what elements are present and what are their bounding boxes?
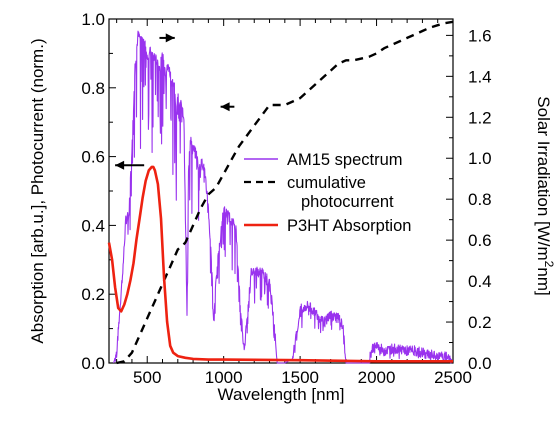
annotation-arrow-head	[165, 33, 175, 43]
annotation-arrow-head	[115, 160, 125, 170]
y-right-tick-label: 1.2	[468, 108, 492, 127]
x-tick-label: 500	[133, 368, 161, 387]
y-axis-right-title-superscript: 2	[542, 261, 556, 268]
y-right-tick-label: 0.8	[468, 190, 492, 209]
x-axis-title: Wavelength [nm]	[218, 385, 345, 404]
y-right-tick-label: 0.4	[468, 272, 492, 291]
y-left-tick-label: 0.0	[81, 354, 105, 373]
x-tick-label: 2000	[358, 368, 396, 387]
y-right-tick-label: 1.6	[468, 26, 492, 45]
series-line-2	[107, 165, 453, 363]
legend-label-cumulative: cumulative photocurrent	[287, 174, 394, 211]
y-right-tick-label: 0.6	[468, 231, 492, 250]
y-left-tick-label: 0.8	[81, 79, 105, 98]
series-layer	[107, 20, 454, 365]
y-left-tick-label: 1.0	[81, 10, 105, 29]
x-tick-label: 1500	[281, 368, 319, 387]
y-right-tick-label: 0.2	[468, 313, 492, 332]
legend-label-p3ht: P3HT Absorption	[287, 217, 411, 235]
y-right-tick-label: 1.0	[468, 149, 492, 168]
annotation-layer	[115, 33, 235, 170]
y-axis-right-title-tail: nm]	[534, 267, 553, 295]
y-axis-left-title: Absorption [arb.u.], Photocurrent (norm.…	[28, 38, 47, 343]
y-right-tick-label: 0.0	[468, 354, 492, 373]
series-line-0	[113, 30, 453, 364]
ticks-layer: 500 1000 1500 2000 25000.00.20.40.60.81.00.0…	[81, 10, 491, 387]
y-right-tick-label: 1.4	[468, 67, 492, 86]
legend: AM15 spectrum cumulative photocurrent P3…	[244, 151, 411, 235]
legend-label-cumulative-line1: cumulative	[287, 174, 366, 192]
series-line-1	[116, 20, 454, 365]
legend-label-cumulative-line2: photocurrent	[301, 193, 394, 211]
x-tick-label: 2500	[434, 368, 472, 387]
x-tick-label: 1000	[205, 368, 243, 387]
y-left-tick-label: 0.2	[81, 285, 105, 304]
legend-label-am15: AM15 spectrum	[287, 151, 403, 169]
y-axis-right-title: Solar Irradiation [W/m2nm]	[534, 96, 556, 295]
y-left-tick-label: 0.6	[81, 148, 105, 167]
y-axis-right-title-main: Solar Irradiation [W/m	[534, 96, 553, 260]
annotation-arrow-head	[220, 102, 230, 112]
y-left-tick-label: 0.4	[81, 216, 105, 235]
